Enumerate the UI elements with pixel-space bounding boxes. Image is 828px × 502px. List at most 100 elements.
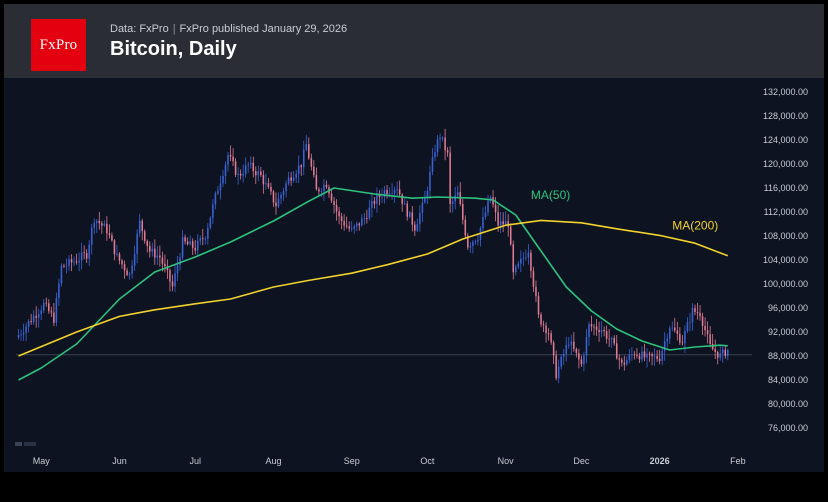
candle-body	[535, 286, 537, 297]
candle-body	[618, 358, 621, 360]
candle-body	[472, 242, 474, 246]
y-tick-label: 128,000.00	[763, 111, 808, 121]
candle-body	[502, 221, 504, 225]
x-tick-label: Aug	[265, 456, 281, 466]
candle-body	[568, 344, 570, 346]
candle-body	[194, 247, 196, 251]
candle-body	[136, 233, 138, 254]
candle-body	[164, 263, 166, 267]
candle-body	[65, 265, 68, 267]
candle-body	[681, 342, 684, 344]
candle-body	[267, 183, 270, 187]
candle-body	[305, 144, 308, 150]
candle-body	[504, 221, 507, 225]
candle-body	[421, 202, 424, 213]
candle-body	[257, 171, 260, 176]
candle-body	[141, 220, 143, 232]
candle-body	[552, 342, 555, 356]
fxpro-logo: FxPro	[31, 19, 86, 71]
candle-body	[605, 331, 608, 339]
published-date: FxPro published January 29, 2026	[179, 23, 348, 35]
candle-body	[600, 329, 603, 333]
candle-body	[343, 220, 345, 226]
candle-body	[542, 324, 545, 326]
candle-body	[679, 333, 681, 343]
candle-body	[242, 173, 244, 176]
candle-body	[154, 248, 156, 258]
candle-body	[169, 270, 171, 282]
candle-body	[540, 314, 542, 325]
candle-body	[721, 349, 724, 354]
candle-body	[393, 190, 396, 194]
candle-body	[507, 221, 509, 227]
candle-body	[363, 218, 366, 219]
candle-body	[366, 218, 368, 219]
y-tick-label: 104,000.00	[763, 255, 808, 265]
candle-body	[663, 341, 666, 351]
candle-body	[209, 217, 212, 228]
candle-body	[416, 224, 419, 231]
candle-body	[212, 204, 214, 218]
candle-body	[497, 212, 499, 226]
candle-body	[186, 241, 189, 245]
candle-body	[671, 327, 674, 329]
candle-body	[338, 211, 340, 217]
header-bar: FxPro Data: FxPro | FxPro published Januar…	[4, 4, 824, 78]
candle-body	[547, 333, 550, 334]
moving-averages-group	[18, 187, 729, 381]
candle-body	[436, 139, 439, 153]
y-tick-label: 84,000.00	[768, 375, 808, 385]
y-tick-label: 92,000.00	[768, 327, 808, 337]
annotations-group: MA(50) MA(200)	[531, 188, 718, 233]
candle-body	[689, 322, 691, 324]
candle-body	[103, 223, 106, 226]
candle-body	[280, 194, 282, 199]
candle-body	[583, 355, 585, 365]
candle-body	[598, 329, 600, 333]
candle-body	[249, 162, 252, 165]
candle-body	[48, 303, 50, 312]
x-tick-label: Dec	[573, 456, 590, 466]
candle-body	[330, 193, 333, 201]
x-tick-label: Feb	[730, 456, 746, 466]
x-axis: May Jun Jul Aug Sep Oct Nov Dec 2026 Feb	[33, 456, 746, 466]
candle-body	[290, 177, 292, 181]
candle-body	[310, 158, 313, 167]
candle-body	[88, 244, 90, 259]
candle-body	[214, 193, 217, 205]
candle-body	[636, 354, 638, 356]
candle-body	[30, 321, 32, 323]
candle-body	[53, 312, 55, 323]
candle-body	[469, 245, 472, 248]
candle-body	[588, 324, 590, 337]
candle-body	[378, 194, 381, 197]
y-tick-label: 108,000.00	[763, 231, 808, 241]
candle-body	[222, 176, 224, 184]
x-tick-label: Jun	[112, 456, 127, 466]
candle-body	[166, 266, 169, 271]
candle-body	[308, 144, 310, 159]
ma50-line	[18, 187, 728, 381]
candle-body	[562, 354, 565, 357]
candle-body	[575, 348, 578, 353]
candle-body	[181, 237, 184, 258]
chart-area: MA(50) MA(200) 132,000.00 128,000.00 124,00…	[4, 78, 824, 472]
candle-body	[156, 255, 159, 258]
candle-body	[530, 252, 532, 271]
candle-body	[260, 171, 262, 175]
candle-body	[532, 270, 535, 287]
candle-body	[648, 353, 651, 355]
candle-body	[146, 240, 149, 246]
candle-body	[424, 198, 426, 203]
y-tick-label: 116,000.00	[764, 183, 808, 193]
candle-body	[484, 212, 487, 218]
candle-body	[353, 226, 356, 229]
candle-body	[408, 212, 411, 217]
candle-body	[391, 193, 393, 195]
y-tick-label: 80,000.00	[768, 399, 808, 409]
candle-body	[527, 252, 530, 258]
candle-body	[224, 164, 227, 177]
candle-body	[509, 226, 512, 245]
candle-body	[461, 203, 464, 220]
candle-body	[517, 263, 520, 267]
